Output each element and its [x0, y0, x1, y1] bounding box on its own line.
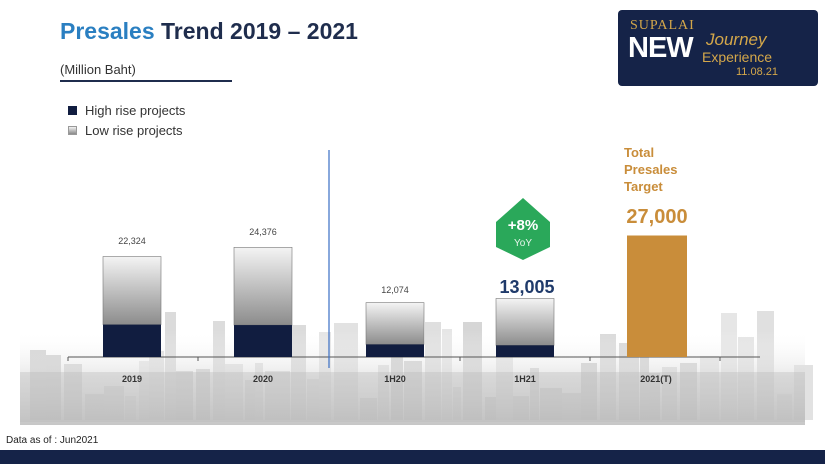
skyline-ground	[20, 372, 805, 422]
target-caption-line: Target	[624, 179, 663, 194]
data-as-of-note: Data as of : Jun2021	[6, 435, 99, 446]
bar-low-rise	[102, 256, 162, 325]
logo-journey: Journey	[706, 30, 767, 49]
bar-high-rise	[234, 325, 292, 357]
legend-label-low-rise: Low rise projects	[85, 122, 183, 138]
legend-item-high-rise: High rise projects	[68, 100, 185, 120]
logo-experience: Experience	[702, 49, 773, 65]
data-label: 12,074	[381, 285, 409, 295]
legend-label-high-rise: High rise projects	[85, 102, 186, 118]
title-accent: Presales	[60, 18, 155, 44]
yoy-value: +8%	[508, 217, 538, 234]
logo-new: NEW	[628, 32, 694, 64]
bar-low-rise	[233, 247, 293, 326]
unit-subtitle: (Million Baht)	[60, 62, 136, 77]
bar-low-rise	[365, 302, 425, 345]
bar-high-rise	[103, 324, 161, 357]
bar-target	[627, 235, 687, 357]
logo-date: 11.08.21	[736, 66, 779, 78]
labels-layer: 2019 2020 1H20 1H21 2021(T) 22,324 24,376 12,07…	[118, 145, 687, 384]
bar-high-rise	[496, 345, 554, 357]
bar-high-rise	[366, 344, 424, 357]
target-caption-line: Total	[624, 145, 654, 160]
yoy-label: YoY	[514, 238, 532, 249]
event-logo: SUPALAI NEW Journey Experience 11.08.21	[618, 10, 818, 86]
yoy-badge-shape	[496, 198, 550, 260]
footer-bar	[0, 450, 825, 464]
x-tick-label: 2021(T)	[640, 374, 672, 384]
x-tick-label: 1H20	[384, 374, 406, 384]
legend-item-low-rise: Low rise projects	[68, 120, 185, 140]
x-tick-label: 1H21	[514, 374, 536, 384]
legend-swatch-high-rise	[68, 105, 77, 115]
data-label-highlight: 13,005	[499, 277, 554, 297]
x-tick-label: 2020	[253, 374, 273, 384]
title-underline	[60, 80, 232, 82]
bars-layer	[67, 150, 760, 368]
yoy-badge: +8% YoY	[496, 198, 550, 260]
target-caption-line: Presales	[624, 162, 678, 177]
data-label: 22,324	[118, 236, 146, 246]
x-tick-label: 2019	[122, 374, 142, 384]
logo-brand: SUPALAI	[630, 18, 695, 33]
bar-low-rise	[495, 298, 555, 346]
data-label-target: 27,000	[626, 206, 687, 228]
page-title: Presales Trend 2019 – 2021	[60, 18, 358, 45]
data-label: 24,376	[249, 227, 277, 237]
legend-swatch-low-rise	[68, 125, 77, 135]
chart-legend: High rise projects Low rise projects	[68, 100, 185, 140]
title-rest: Trend 2019 – 2021	[154, 18, 358, 44]
